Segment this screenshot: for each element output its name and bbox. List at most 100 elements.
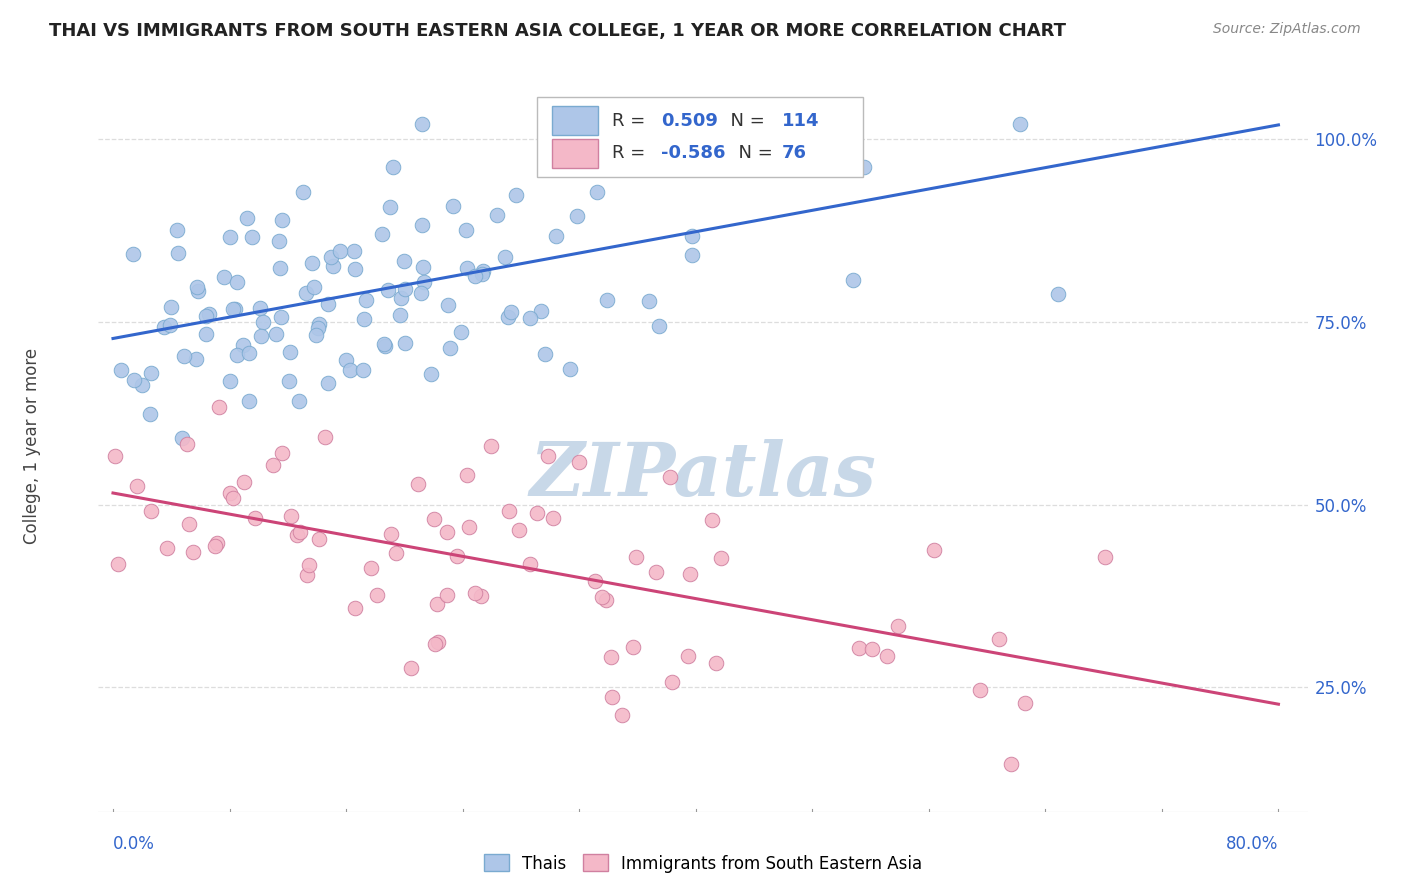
Point <box>121 247 143 261</box>
Point <box>458 520 481 534</box>
Point <box>356 293 378 307</box>
Point <box>710 550 733 565</box>
Point <box>389 291 412 305</box>
Point <box>271 213 294 227</box>
Point <box>456 261 478 276</box>
Point <box>319 250 342 264</box>
Point <box>574 146 596 161</box>
Point <box>186 280 208 294</box>
FancyBboxPatch shape <box>537 97 863 177</box>
Point <box>1000 756 1022 771</box>
Point <box>226 348 249 362</box>
Point <box>278 374 301 388</box>
Point <box>623 134 645 148</box>
Point <box>298 558 321 572</box>
Point <box>318 376 340 390</box>
Point <box>496 310 519 325</box>
Point <box>264 327 287 342</box>
Point <box>205 535 228 549</box>
Point <box>464 268 486 283</box>
Point <box>681 248 703 262</box>
Point <box>647 319 669 334</box>
Point <box>194 309 217 323</box>
Point <box>1008 117 1031 131</box>
Point <box>505 187 527 202</box>
Point <box>198 307 221 321</box>
Point <box>700 513 723 527</box>
Point <box>860 642 883 657</box>
Point <box>236 211 259 226</box>
Point <box>252 315 274 329</box>
Point <box>316 297 339 311</box>
Point <box>534 346 557 360</box>
Point <box>411 117 433 131</box>
Point <box>526 506 548 520</box>
Point <box>285 527 308 541</box>
Point <box>600 690 623 705</box>
Point <box>423 512 446 526</box>
Point <box>159 318 181 332</box>
Point <box>222 491 245 506</box>
Point <box>441 199 464 213</box>
Point <box>122 373 145 387</box>
Point <box>852 160 875 174</box>
Point <box>187 284 209 298</box>
Point <box>249 301 271 315</box>
Point <box>394 336 416 351</box>
Point <box>749 125 772 139</box>
Point <box>381 161 404 175</box>
Point <box>238 394 260 409</box>
Point <box>271 446 294 460</box>
Text: College, 1 year or more: College, 1 year or more <box>22 348 41 544</box>
Point <box>240 230 263 244</box>
Point <box>464 586 486 600</box>
Point <box>204 539 226 553</box>
Point <box>610 707 633 722</box>
Point <box>519 311 541 326</box>
Text: 76: 76 <box>782 145 807 162</box>
Point <box>301 256 323 270</box>
Point <box>181 545 204 559</box>
Point <box>352 363 374 377</box>
Text: THAI VS IMMIGRANTS FROM SOUTH EASTERN ASIA COLLEGE, 1 YEAR OR MORE CORRELATION C: THAI VS IMMIGRANTS FROM SOUTH EASTERN AS… <box>49 22 1066 40</box>
Point <box>595 593 617 607</box>
Point <box>170 431 193 445</box>
Point <box>139 366 162 380</box>
Point <box>222 301 245 316</box>
Point <box>842 273 865 287</box>
Point <box>658 469 681 483</box>
Point <box>131 378 153 392</box>
Point <box>366 588 388 602</box>
Point <box>184 352 207 367</box>
Point <box>218 230 240 244</box>
Point <box>353 312 375 326</box>
Point <box>104 450 127 464</box>
Text: 80.0%: 80.0% <box>1226 835 1278 853</box>
Point <box>166 223 188 237</box>
Point <box>567 209 589 223</box>
Point <box>661 674 683 689</box>
Point <box>530 303 553 318</box>
Point <box>250 328 273 343</box>
Point <box>385 546 408 560</box>
Point <box>243 510 266 524</box>
Point <box>804 140 827 154</box>
Point <box>208 400 231 414</box>
Point <box>426 597 449 611</box>
Point <box>378 200 401 214</box>
Point <box>645 565 668 579</box>
Point <box>343 244 366 258</box>
Point <box>232 338 254 352</box>
Point <box>177 517 200 532</box>
Point <box>485 208 508 222</box>
Point <box>194 326 217 341</box>
Point <box>219 486 242 500</box>
Point <box>335 352 357 367</box>
Point <box>454 223 477 237</box>
Point <box>295 567 318 582</box>
Point <box>339 363 361 377</box>
Point <box>413 275 436 289</box>
Point <box>159 300 181 314</box>
Point <box>626 549 648 564</box>
Text: 114: 114 <box>782 112 820 129</box>
